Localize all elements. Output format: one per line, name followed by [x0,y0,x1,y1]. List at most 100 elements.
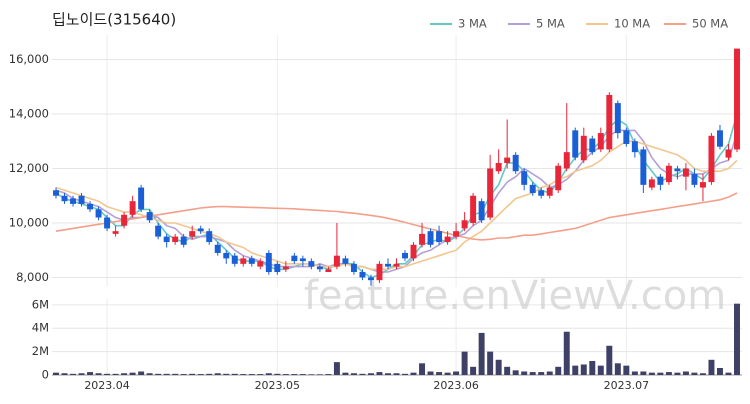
candle-body [350,263,357,273]
volume-bar [316,374,323,375]
volume-bar [308,374,315,375]
volume-bar [665,372,672,375]
x-tick-label: 2023.05 [255,379,301,392]
volume-bar [231,373,238,375]
candle-body [436,231,443,243]
volume-bar [427,371,434,375]
candle-body [385,263,391,267]
candle-body [572,130,579,158]
candle-body [665,165,672,183]
volume-bar [257,374,264,375]
candle-body [657,176,664,185]
volume-bar [402,373,408,375]
candle-body [163,236,170,243]
candle-body [206,231,213,243]
volume-bar [197,374,204,375]
candle-body [734,48,740,150]
volume-bar [214,373,221,375]
volume-bar [112,373,119,375]
candle-body [299,258,306,262]
volume-bar [478,332,485,375]
candle-body [231,255,238,264]
volume-bar [163,373,170,375]
legend-label: 5 MA [536,17,565,31]
volume-bar [674,372,681,375]
candle-body [180,236,187,245]
candle-body [555,165,562,191]
volume-bar [121,373,128,375]
candle-body [393,263,400,267]
candle-body [538,190,545,196]
candle-body [325,269,332,273]
x-tick-label: 2023.04 [84,379,130,392]
volume-bar [299,374,306,375]
chart-title: 딥노이드(315640) [52,11,176,29]
y-tick-label: 12,000 [9,161,49,175]
candle-body [316,266,323,270]
candle-body [691,173,698,185]
candle-body [623,130,630,144]
candle-body [274,263,281,273]
volume-bar [248,374,255,375]
volume-bar [385,373,391,375]
candle-body [172,236,179,243]
ma-line [55,192,738,241]
volume-bar [367,373,374,375]
candle-body [699,182,706,188]
volume-bar [487,351,494,375]
volume-bar [70,373,77,375]
candle-body [504,157,511,164]
y-tick-label: 4M [32,321,49,335]
volume-bar [495,359,502,375]
candle-body [419,233,426,245]
volume-bar [657,372,664,375]
volume-bar [589,360,596,375]
candle-body [716,130,723,147]
candle-body [589,138,596,153]
candle-body [614,103,621,134]
y-tick-label: 16,000 [9,52,49,66]
candle-body [597,133,604,150]
candle-body [282,266,289,270]
volume-bar [206,373,213,375]
candle-body [189,231,196,237]
volume-bar [504,366,511,375]
y-tick-label: 8,000 [16,270,49,284]
y-tick-label: 2M [32,344,49,358]
candle-body [674,168,681,172]
candle-body [308,261,315,267]
candle-body [410,244,417,259]
candle-body [444,236,451,243]
candle-body [61,195,68,202]
volume-bar [538,372,545,375]
volume-bar [410,372,417,375]
candle-body [223,252,230,259]
volume-bar [597,365,604,375]
volume-bar [555,366,562,375]
candle-body [214,244,221,253]
volume-bar [393,373,400,375]
candle-body [70,198,77,204]
candle-body [487,168,494,218]
volume-bar [572,365,579,375]
candle-body [121,214,128,226]
volume-bar [614,363,621,375]
volume-bar [359,373,366,375]
candle-body [682,168,689,177]
candle-body [376,263,383,281]
candle-body [521,171,528,185]
candle-body [112,231,119,234]
y-tick-label: 10,000 [9,215,49,229]
candle-body [648,179,655,188]
candle-body [291,255,298,262]
volume-bar [691,372,698,375]
volume-bar [682,371,689,375]
legend-label: 50 MA [692,17,728,31]
candle-body [725,149,732,158]
candle-body [248,258,255,264]
candle-body [631,141,638,153]
volume-bar [529,372,536,375]
volume-bar [138,371,145,375]
candle-body [478,201,485,221]
candle-body [512,154,519,172]
